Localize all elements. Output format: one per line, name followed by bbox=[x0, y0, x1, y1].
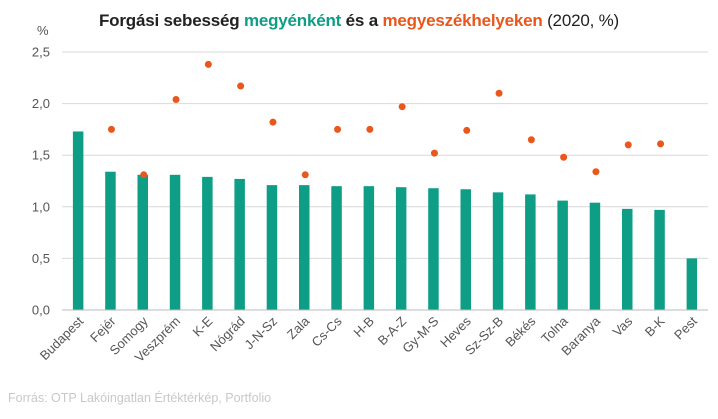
y-tick-label: 1,5 bbox=[32, 148, 50, 163]
bar[interactable] bbox=[460, 189, 472, 310]
x-tick-label: Budapest bbox=[37, 313, 87, 363]
bar[interactable] bbox=[622, 208, 633, 310]
data-point[interactable] bbox=[334, 125, 342, 133]
y-axis-unit-label: % bbox=[37, 23, 49, 38]
title-part-5: (2020, %) bbox=[542, 11, 620, 30]
x-tick-label: Cs-Cs bbox=[309, 313, 345, 349]
bar[interactable] bbox=[428, 188, 439, 310]
bar[interactable] bbox=[266, 185, 278, 310]
x-tick-label: Nógrád bbox=[207, 314, 248, 355]
data-point[interactable] bbox=[430, 149, 438, 157]
title-part-1: Forgási sebesség bbox=[98, 11, 244, 30]
bar[interactable] bbox=[202, 176, 213, 310]
x-tick-label: Vas bbox=[610, 313, 636, 339]
bar[interactable] bbox=[363, 186, 375, 310]
y-tick-label: 1,0 bbox=[32, 199, 50, 214]
bar[interactable] bbox=[105, 171, 116, 310]
x-tick-label: Gy-M-S bbox=[399, 313, 441, 355]
data-point[interactable] bbox=[107, 125, 115, 133]
data-point[interactable] bbox=[301, 171, 309, 179]
data-point[interactable] bbox=[657, 140, 665, 148]
data-point[interactable] bbox=[495, 89, 503, 97]
x-tick-label: K-E bbox=[190, 313, 216, 339]
bar[interactable] bbox=[525, 194, 536, 310]
bar[interactable] bbox=[395, 187, 407, 310]
data-point[interactable] bbox=[560, 153, 568, 161]
data-point[interactable] bbox=[463, 126, 471, 134]
data-point[interactable] bbox=[172, 95, 180, 103]
source-note: Forrás: OTP Lakóingatlan Értéktérkép, Po… bbox=[8, 391, 272, 405]
x-tick-label: Békés bbox=[502, 313, 539, 350]
bar[interactable] bbox=[654, 209, 665, 310]
bar[interactable] bbox=[589, 202, 601, 310]
data-point[interactable] bbox=[204, 60, 212, 68]
title-part-counties: megyénként bbox=[243, 11, 342, 30]
data-point[interactable] bbox=[398, 103, 406, 111]
y-tick-label: 2,0 bbox=[32, 96, 50, 111]
bar[interactable] bbox=[686, 258, 698, 310]
title-part-county-seats: megyeszékhelyeken bbox=[382, 11, 543, 30]
bar[interactable] bbox=[137, 174, 149, 310]
chart-title: Forgási sebesség megyénként és a megyesz… bbox=[0, 11, 718, 31]
bar[interactable] bbox=[299, 185, 310, 310]
data-point[interactable] bbox=[366, 125, 374, 133]
bar[interactable] bbox=[169, 174, 181, 310]
y-tick-label: 2,5 bbox=[32, 45, 50, 60]
bar[interactable] bbox=[331, 186, 342, 310]
x-tick-label: H-B bbox=[351, 314, 377, 340]
x-tick-label: B-K bbox=[642, 313, 668, 339]
y-tick-label: 0,5 bbox=[32, 251, 50, 266]
data-point[interactable] bbox=[269, 118, 277, 126]
data-point[interactable] bbox=[237, 82, 245, 90]
bar[interactable] bbox=[492, 192, 504, 310]
x-tick-label: J-N-Sz bbox=[241, 314, 280, 353]
bar[interactable] bbox=[72, 131, 84, 310]
data-point[interactable] bbox=[527, 136, 535, 144]
bar[interactable] bbox=[557, 200, 568, 310]
data-point[interactable] bbox=[140, 171, 148, 179]
y-tick-label: 0,0 bbox=[32, 303, 50, 318]
x-tick-label: Pest bbox=[671, 313, 700, 342]
title-part-3: és a bbox=[341, 11, 383, 30]
bar[interactable] bbox=[234, 178, 245, 310]
data-point[interactable] bbox=[624, 141, 632, 149]
data-point[interactable] bbox=[592, 168, 600, 176]
